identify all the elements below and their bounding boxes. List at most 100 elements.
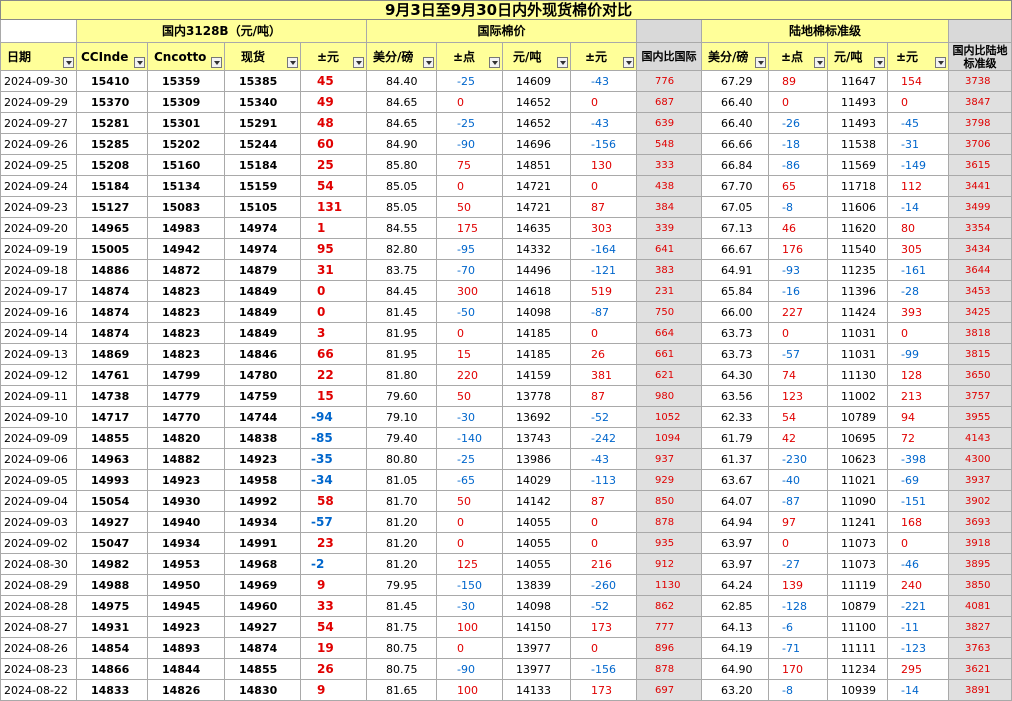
cell-intl-diff[interactable]: -52: [570, 406, 637, 428]
cell-intl-points[interactable]: 50: [436, 490, 503, 512]
cell-spot[interactable]: 15159: [224, 175, 301, 197]
cell-intl-diff[interactable]: -43: [570, 112, 637, 134]
cell-intl-yuan[interactable]: 14159: [502, 364, 571, 386]
cell-ccindex[interactable]: 14886: [76, 259, 148, 281]
cell-diff-yuan[interactable]: -57: [300, 511, 367, 533]
cell-cncotton[interactable]: 14770: [147, 406, 225, 428]
cell-intl-yuan[interactable]: 14029: [502, 469, 571, 491]
cell-intl-points[interactable]: -25: [436, 448, 503, 470]
cell-land-diff[interactable]: 0: [887, 91, 949, 113]
cell-diff-yuan[interactable]: -2: [300, 553, 367, 575]
cell-intl-diff[interactable]: -156: [570, 133, 637, 155]
cell-land-diff[interactable]: -151: [887, 490, 949, 512]
cell-land-cents[interactable]: 63.20: [701, 679, 769, 701]
cell-intl-diff[interactable]: -242: [570, 427, 637, 449]
cell-intl-points[interactable]: 175: [436, 217, 503, 239]
cell-spot[interactable]: 15340: [224, 91, 301, 113]
cell-land-points[interactable]: 0: [768, 532, 828, 554]
cell-land-cents[interactable]: 66.40: [701, 91, 769, 113]
cell-land-points[interactable]: -18: [768, 133, 828, 155]
cell-cncotton[interactable]: 14799: [147, 364, 225, 386]
cell-land-cents[interactable]: 66.66: [701, 133, 769, 155]
cell-intl-yuan[interactable]: 14055: [502, 511, 571, 533]
cell-dom-vs-intl[interactable]: 937: [636, 448, 702, 470]
cell-intl-points[interactable]: 100: [436, 616, 503, 638]
cell-cncotton[interactable]: 14823: [147, 301, 225, 323]
cell-dom-vs-land[interactable]: 3425: [947, 301, 1012, 323]
cell-cncotton[interactable]: 14820: [147, 427, 225, 449]
cell-intl-diff[interactable]: -121: [570, 259, 637, 281]
cell-land-yuan[interactable]: 11569: [827, 154, 888, 176]
cell-land-points[interactable]: 176: [768, 238, 828, 260]
cell-intl-yuan[interactable]: 13778: [502, 385, 571, 407]
cell-intl-points[interactable]: -65: [436, 469, 503, 491]
cell-land-yuan[interactable]: 11424: [827, 301, 888, 323]
cell-land-cents[interactable]: 64.91: [701, 259, 769, 281]
cell-land-points[interactable]: -8: [768, 679, 828, 701]
cell-land-points[interactable]: 46: [768, 217, 828, 239]
cell-land-yuan[interactable]: 10879: [827, 595, 888, 617]
cell-land-cents[interactable]: 66.84: [701, 154, 769, 176]
cell-dom-vs-intl[interactable]: 1130: [636, 574, 702, 596]
cell-dom-vs-land[interactable]: 3918: [947, 532, 1012, 554]
cell-dom-vs-land[interactable]: 3891: [947, 679, 1012, 701]
cell-dom-vs-land[interactable]: 3499: [947, 196, 1012, 218]
cell-dom-vs-land[interactable]: 3453: [947, 280, 1012, 302]
cell-ccindex[interactable]: 14927: [76, 511, 148, 533]
cell-intl-diff[interactable]: -43: [570, 448, 637, 470]
header-date[interactable]: 日期: [0, 42, 77, 71]
cell-date[interactable]: 2024-09-23: [0, 196, 77, 218]
cell-intl-diff[interactable]: -43: [570, 70, 637, 92]
cell-intl-yuan[interactable]: 14133: [502, 679, 571, 701]
cell-land-yuan[interactable]: 11620: [827, 217, 888, 239]
cell-date[interactable]: 2024-09-16: [0, 301, 77, 323]
cell-dom-vs-intl[interactable]: 878: [636, 658, 702, 680]
cell-land-diff[interactable]: 94: [887, 406, 949, 428]
cell-intl-cents[interactable]: 84.45: [366, 280, 437, 302]
cell-intl-cents[interactable]: 84.65: [366, 112, 437, 134]
cell-land-diff[interactable]: 0: [887, 532, 949, 554]
filter-dropdown-icon[interactable]: [489, 57, 500, 68]
cell-intl-points[interactable]: -90: [436, 658, 503, 680]
cell-intl-diff[interactable]: -87: [570, 301, 637, 323]
cell-dom-vs-land[interactable]: 3615: [947, 154, 1012, 176]
cell-ccindex[interactable]: 15208: [76, 154, 148, 176]
cell-land-yuan[interactable]: 11493: [827, 91, 888, 113]
cell-cncotton[interactable]: 14953: [147, 553, 225, 575]
cell-spot[interactable]: 14923: [224, 448, 301, 470]
cell-land-diff[interactable]: -69: [887, 469, 949, 491]
cell-dom-vs-land[interactable]: 3738: [947, 70, 1012, 92]
cell-land-diff[interactable]: 72: [887, 427, 949, 449]
cell-date[interactable]: 2024-08-26: [0, 637, 77, 659]
cell-date[interactable]: 2024-09-12: [0, 364, 77, 386]
cell-diff-yuan[interactable]: 60: [300, 133, 367, 155]
cell-intl-cents[interactable]: 79.95: [366, 574, 437, 596]
cell-land-cents[interactable]: 63.97: [701, 553, 769, 575]
cell-dom-vs-intl[interactable]: 383: [636, 259, 702, 281]
cell-dom-vs-intl[interactable]: 776: [636, 70, 702, 92]
cell-land-diff[interactable]: 80: [887, 217, 949, 239]
cell-intl-yuan[interactable]: 14332: [502, 238, 571, 260]
cell-dom-vs-intl[interactable]: 777: [636, 616, 702, 638]
cell-diff-yuan[interactable]: -94: [300, 406, 367, 428]
cell-intl-yuan[interactable]: 14496: [502, 259, 571, 281]
cell-land-yuan[interactable]: 11073: [827, 532, 888, 554]
cell-intl-yuan[interactable]: 13839: [502, 574, 571, 596]
cell-intl-diff[interactable]: 381: [570, 364, 637, 386]
cell-land-yuan[interactable]: 11647: [827, 70, 888, 92]
cell-intl-diff[interactable]: 130: [570, 154, 637, 176]
cell-land-cents[interactable]: 64.30: [701, 364, 769, 386]
cell-spot[interactable]: 14849: [224, 280, 301, 302]
cell-dom-vs-land[interactable]: 3441: [947, 175, 1012, 197]
cell-land-yuan[interactable]: 11002: [827, 385, 888, 407]
header-land-diff[interactable]: ±元: [887, 42, 949, 71]
cell-cncotton[interactable]: 14844: [147, 658, 225, 680]
filter-dropdown-icon[interactable]: [287, 57, 298, 68]
cell-cncotton[interactable]: 15083: [147, 196, 225, 218]
cell-dom-vs-land[interactable]: 3955: [947, 406, 1012, 428]
cell-cncotton[interactable]: 14923: [147, 469, 225, 491]
header-intl-yuan[interactable]: 元/吨: [502, 42, 571, 71]
cell-cncotton[interactable]: 14872: [147, 259, 225, 281]
cell-intl-points[interactable]: -140: [436, 427, 503, 449]
header-intl-cents[interactable]: 美分/磅: [366, 42, 437, 71]
